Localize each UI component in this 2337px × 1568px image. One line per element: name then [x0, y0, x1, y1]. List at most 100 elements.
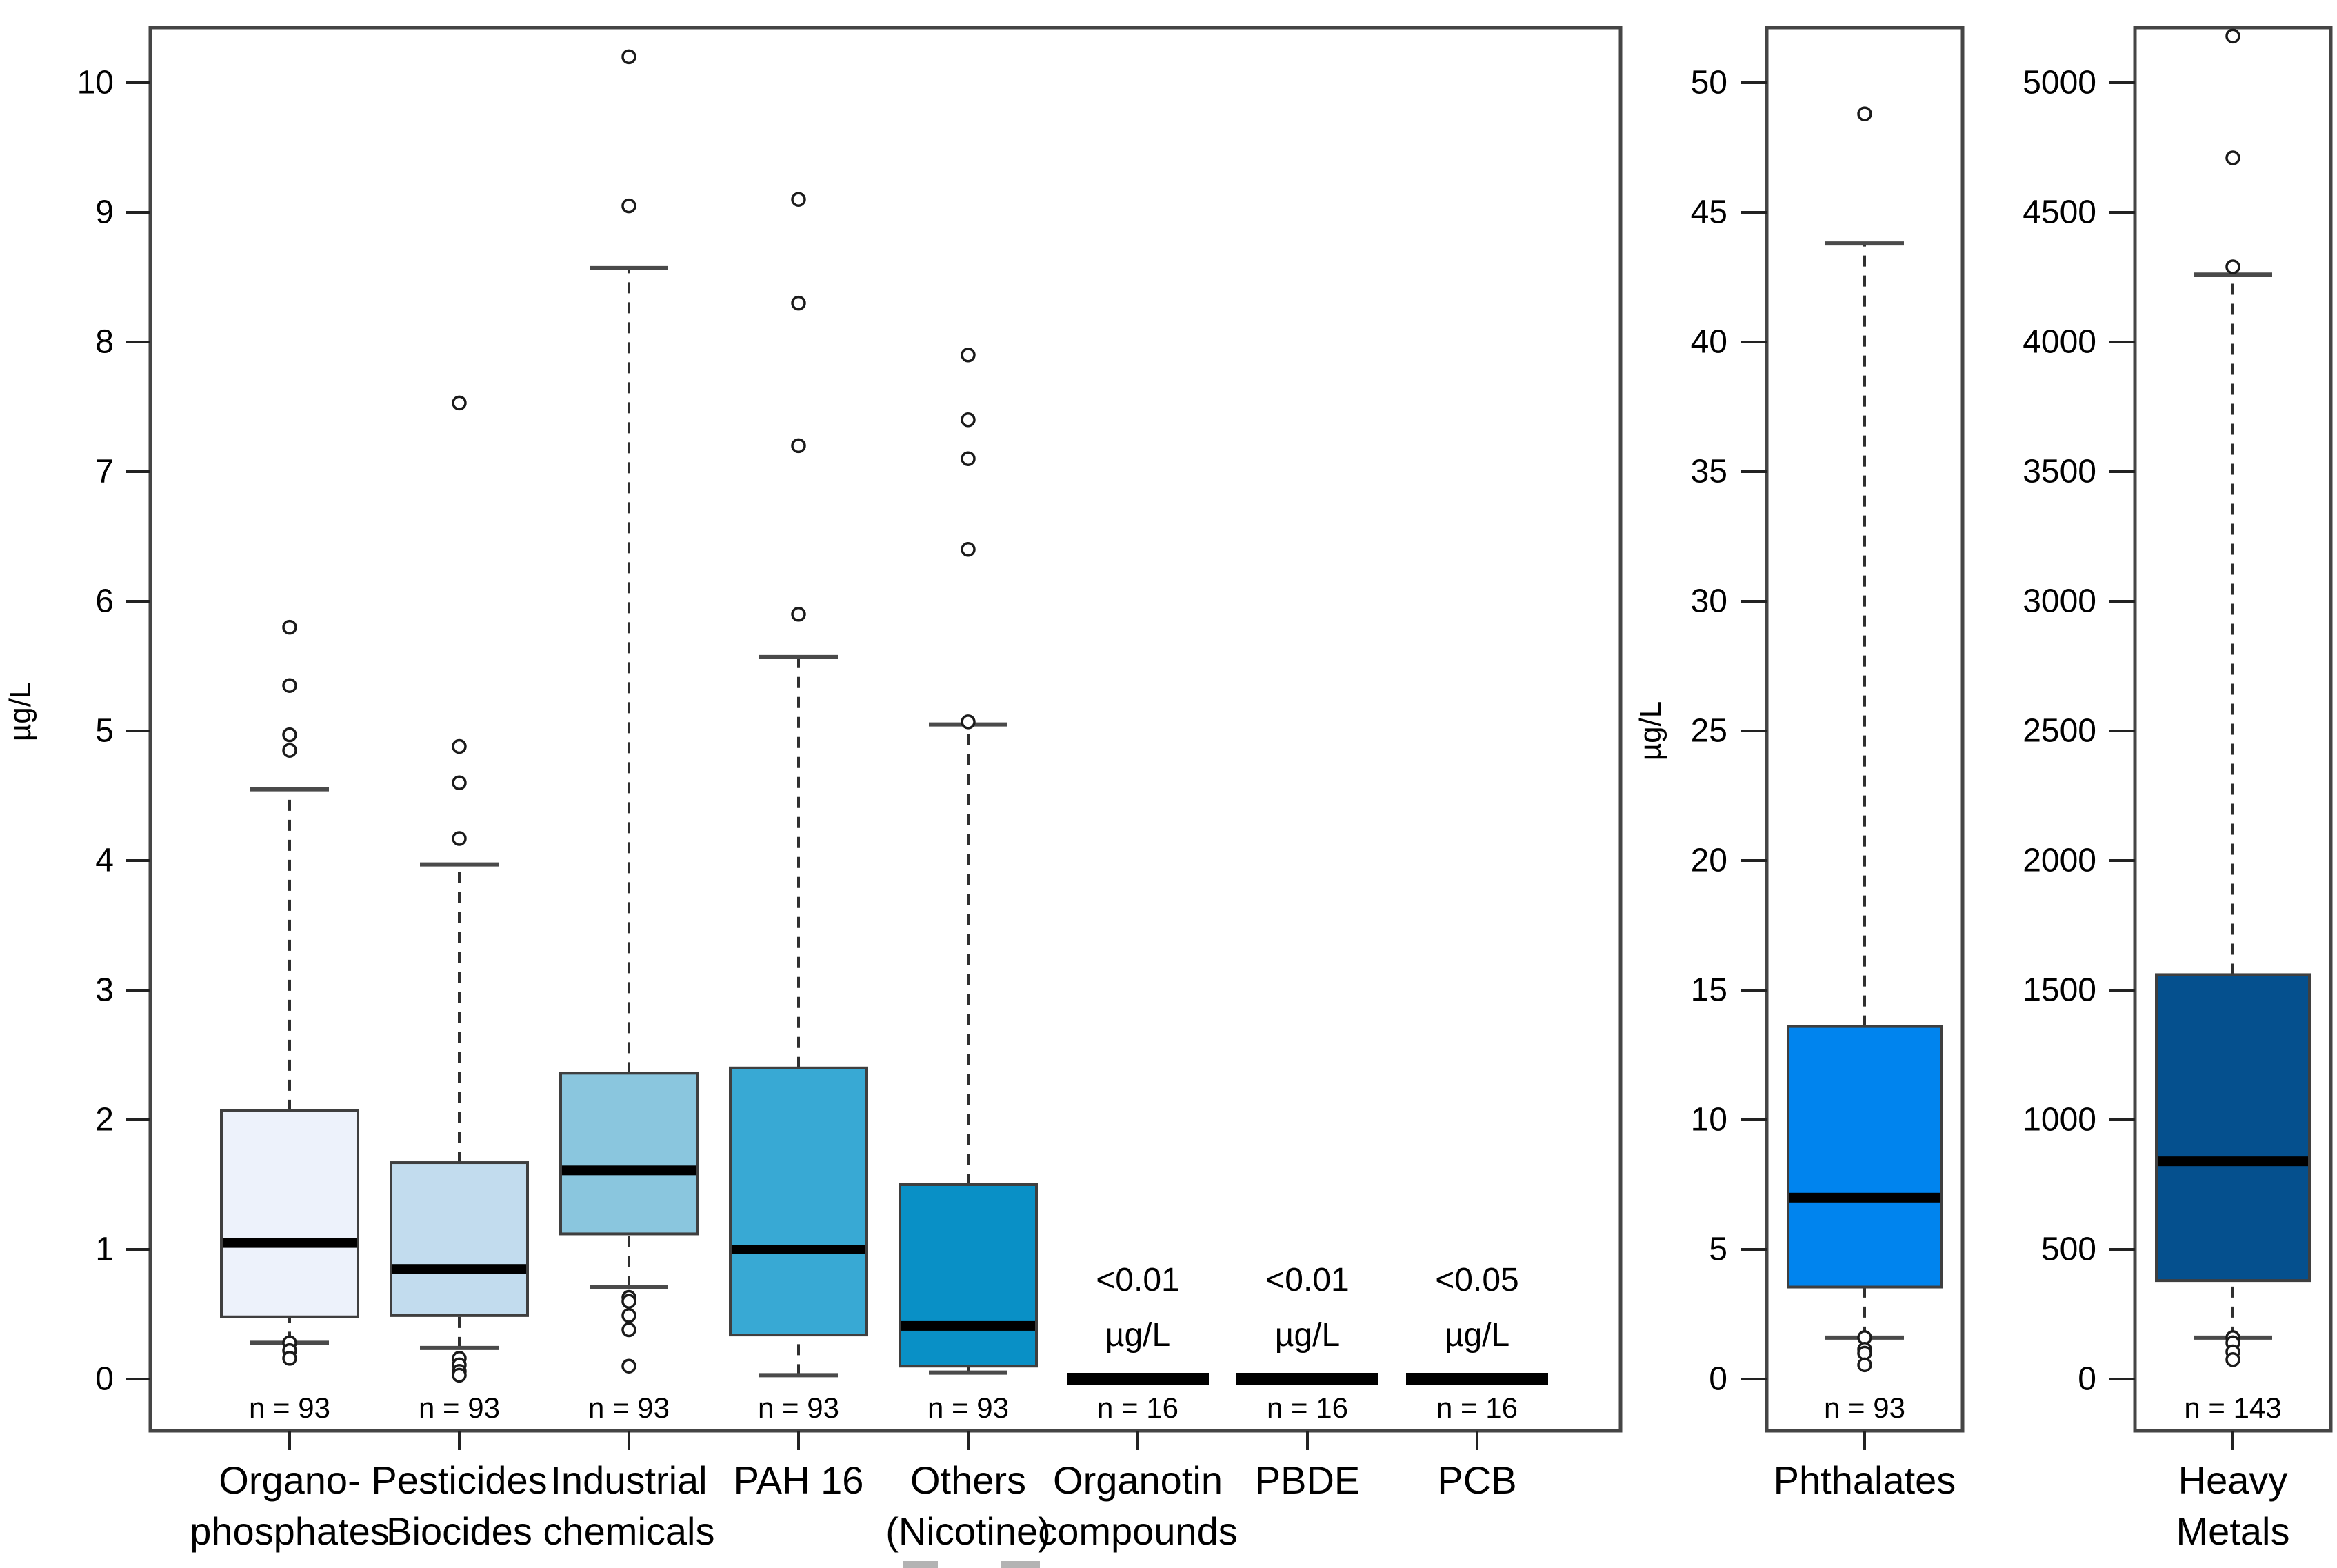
category-label-line1: Organotin [1053, 1458, 1223, 1502]
sample-size-label: n = 143 [2184, 1391, 2281, 1424]
y-tick-label: 5 [95, 713, 114, 750]
y-tick-label: 4000 [2023, 324, 2096, 361]
loq-annotation-line2: µg/L [1445, 1317, 1509, 1354]
y-tick-label: 0 [2078, 1361, 2096, 1398]
y-tick-label: 1000 [2023, 1102, 2096, 1138]
y-tick-label: 3000 [2023, 583, 2096, 620]
y-axis-unit-label: µg/L [1634, 701, 1667, 761]
outlier-point [621, 1358, 636, 1374]
median-phthalates [1789, 1192, 1940, 1203]
outlier-point [961, 714, 976, 730]
loq-bar-pcb [1406, 1373, 1548, 1385]
category-label-line1: PBDE [1255, 1458, 1361, 1502]
category-label-line2: compounds [1038, 1509, 1238, 1553]
box-pesticides-biocides [390, 1161, 529, 1317]
category-label-line1: Industrial [550, 1458, 707, 1502]
outlier-point [621, 1294, 636, 1309]
y-tick-label: 45 [1691, 194, 1727, 231]
median-pesticides-biocides [392, 1264, 526, 1274]
y-tick-label: 2000 [2023, 843, 2096, 879]
category-label-line1: Heavy [2178, 1458, 2288, 1502]
panel-main [148, 26, 1623, 1433]
outlier-point [621, 1308, 636, 1323]
outlier-point [2225, 150, 2240, 165]
sample-size-label: n = 93 [588, 1391, 670, 1424]
y-tick-label: 4500 [2023, 194, 2096, 231]
sample-size-label: n = 93 [249, 1391, 330, 1424]
y-tick-label: 10 [77, 65, 114, 101]
y-tick-label: 2500 [2023, 713, 2096, 750]
outlier-point [621, 198, 636, 214]
outlier-point [452, 1367, 467, 1383]
outlier-point [791, 438, 806, 454]
y-tick-label: 0 [1709, 1361, 1727, 1398]
median-organo-phosphates [223, 1238, 357, 1248]
y-tick-label: 50 [1691, 65, 1727, 101]
y-tick-label: 5 [1709, 1232, 1727, 1268]
y-tick-label: 40 [1691, 324, 1727, 361]
sample-size-label: n = 93 [419, 1391, 500, 1424]
loq-annotation-line1: <0.01 [1265, 1262, 1349, 1298]
category-label-line1: Phthalates [1774, 1458, 1956, 1502]
category-label-line1: Others [910, 1458, 1026, 1502]
category-label-line1: PAH 16 [734, 1458, 864, 1502]
y-tick-label: 2 [95, 1102, 114, 1138]
y-tick-label: 4 [95, 843, 114, 879]
y-tick-label: 6 [95, 583, 114, 620]
loq-bar-organotin-compounds [1067, 1373, 1209, 1385]
y-tick-label: 5000 [2023, 65, 2096, 101]
box-heavy-metals [2155, 973, 2311, 1283]
outlier-point [2225, 1352, 2240, 1367]
y-tick-label: 3 [95, 972, 114, 1009]
cropped-caption-artifact [903, 1561, 938, 1568]
y-tick-label: 10 [1691, 1102, 1727, 1138]
y-tick-label: 1 [95, 1232, 114, 1268]
category-label-line1: PCB [1437, 1458, 1516, 1502]
sample-size-label: n = 93 [927, 1391, 1009, 1424]
y-tick-label: 1500 [2023, 972, 2096, 1009]
outlier-point [961, 542, 976, 557]
median-pah-16 [732, 1245, 865, 1254]
outlier-point [2225, 259, 2240, 274]
median-heavy-metals [2158, 1156, 2308, 1167]
outlier-point [282, 619, 297, 635]
median-others-nicotine [901, 1320, 1035, 1331]
outlier-point [621, 49, 636, 65]
loq-annotation-line1: <0.05 [1435, 1262, 1518, 1298]
outlier-point [791, 295, 806, 311]
outlier-point [282, 1351, 297, 1366]
cropped-caption-artifact [1001, 1561, 1040, 1568]
outlier-point [621, 1322, 636, 1338]
outlier-point [282, 727, 297, 743]
outlier-point [961, 348, 976, 363]
outlier-point [791, 607, 806, 622]
y-tick-label: 3500 [2023, 454, 2096, 490]
y-tick-label: 8 [95, 324, 114, 361]
outlier-point [961, 412, 976, 428]
y-tick-label: 0 [95, 1361, 114, 1398]
box-pah-16 [729, 1066, 868, 1337]
outlier-point [1857, 106, 1872, 121]
loq-annotation-line2: µg/L [1105, 1317, 1170, 1354]
category-label-line2: Biocides [386, 1509, 532, 1553]
y-tick-label: 20 [1691, 843, 1727, 879]
y-axis-unit-label: µg/L [3, 682, 37, 742]
y-tick-label: 7 [95, 454, 114, 490]
box-industrial-chemicals [559, 1072, 699, 1236]
box-phthalates [1787, 1025, 1943, 1289]
y-tick-label: 9 [95, 194, 114, 231]
outlier-point [282, 678, 297, 693]
outlier-point [452, 738, 467, 754]
sample-size-label: n = 16 [1436, 1391, 1518, 1424]
outlier-point [452, 395, 467, 411]
y-tick-label: 500 [2041, 1232, 2096, 1268]
outlier-point [282, 743, 297, 758]
outlier-point [961, 451, 976, 466]
category-label-line2: (Nicotine) [885, 1509, 1051, 1553]
outlier-point [452, 831, 467, 846]
box-organo-phosphates [220, 1109, 359, 1318]
category-label-line1: Organo- [219, 1458, 360, 1502]
sample-size-label: n = 93 [1824, 1391, 1905, 1424]
